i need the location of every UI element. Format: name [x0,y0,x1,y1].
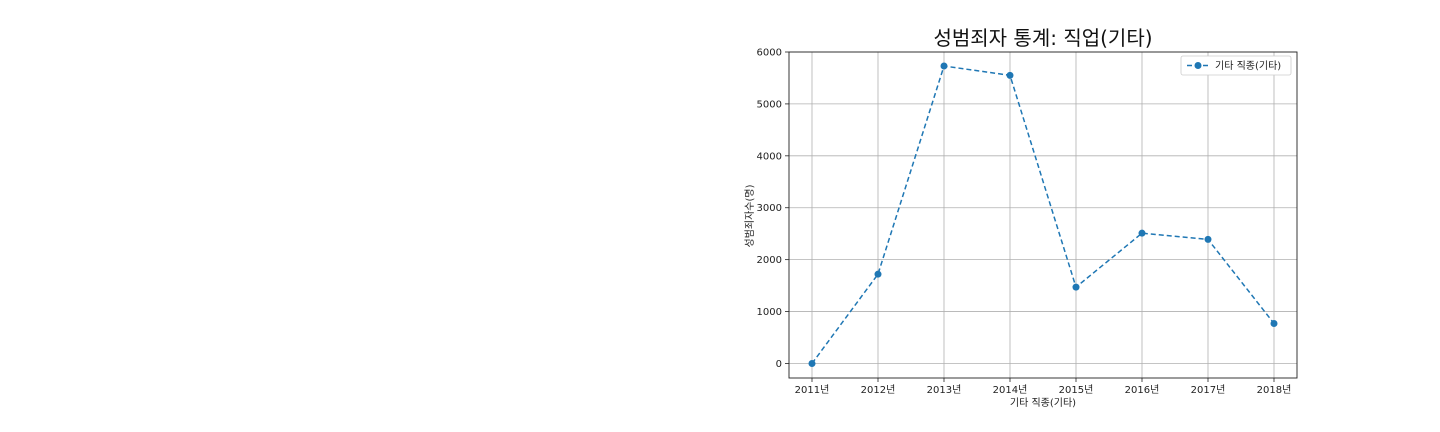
x-tick-label: 2018년 [1257,384,1292,396]
x-tick-label: 2011년 [795,384,830,396]
plot-frame [788,51,1298,379]
y-tick-label: 4000 [757,151,782,162]
y-tick-label: 1000 [757,307,782,318]
y-tick-label: 5000 [757,99,782,110]
x-tick-label: 2013년 [927,384,962,396]
y-tick-label: 0 [776,359,782,370]
chart-title: 성범죄자 통계: 직업(기타) [933,26,1152,50]
data-point [1006,71,1014,79]
y-axis: 0 1000 2000 3000 4000 5000 6000 [757,48,789,370]
y-axis-label: 성범죄자수(명) [744,184,756,247]
grid [789,51,1297,378]
x-axis: 2011년 2012년 2013년 2014년 2015년 2016년 2017년 2018년 [795,378,1292,396]
data-point [1204,235,1212,243]
data-point [1270,319,1278,327]
data-point [874,270,882,278]
x-tick-label: 2012년 [861,384,896,396]
series-group [808,62,1278,367]
y-tick-label: 3000 [757,203,782,214]
legend-marker [1194,62,1202,69]
series-line [811,65,1275,364]
y-tick-label: 6000 [757,48,782,59]
legend-label: 기타 직종(기타) [1215,60,1281,72]
legend-box [1180,55,1292,76]
data-point [940,62,948,70]
x-tick-label: 2016년 [1125,384,1160,396]
data-point [1138,229,1146,237]
plot-border [788,51,1298,379]
legend: 기타 직종(기타) [1180,55,1292,76]
x-tick-label: 2017년 [1191,384,1226,396]
data-point [808,359,816,367]
x-tick-label: 2014년 [993,384,1028,396]
data-point [1072,283,1080,291]
x-tick-label: 2015년 [1059,384,1094,396]
x-axis-label: 기타 직종(기타) [1010,397,1076,409]
y-tick-label: 2000 [757,255,782,266]
